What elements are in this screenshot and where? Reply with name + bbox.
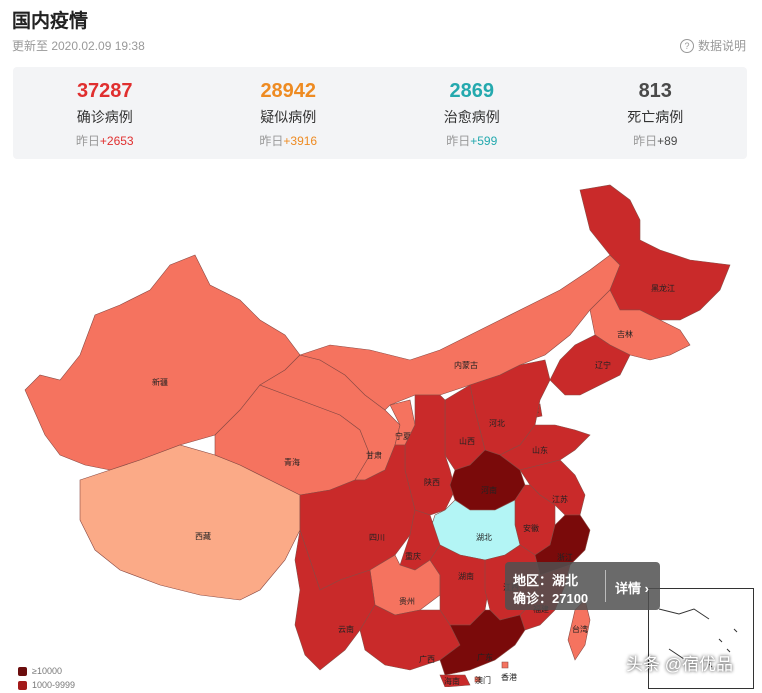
province-广东[interactable] bbox=[439, 609, 526, 676]
province-黑龙江[interactable] bbox=[579, 184, 731, 321]
province-label: 重庆 bbox=[405, 551, 421, 561]
province-label: 四川 bbox=[369, 533, 385, 542]
province-label: 江苏 bbox=[552, 494, 568, 504]
province-label: 澳门 bbox=[475, 675, 491, 685]
stat-dead: 813 死亡病例 昨日+89 bbox=[564, 67, 748, 159]
update-time: 更新至 2020.02.09 19:38 bbox=[12, 39, 145, 53]
stat-value: 2869 bbox=[449, 80, 495, 102]
stat-cured: 2869 治愈病例 昨日+599 bbox=[380, 67, 564, 159]
province-label: 海南 bbox=[444, 676, 460, 686]
page-title: 国内疫情 bbox=[12, 11, 89, 32]
stat-value: 37287 bbox=[76, 80, 133, 102]
stat-yesterday: 昨日+89 bbox=[564, 132, 748, 149]
question-icon: ? bbox=[679, 38, 694, 53]
yesterday-label: 昨日 bbox=[446, 134, 471, 148]
stat-yesterday: 昨日+2653 bbox=[13, 132, 197, 149]
province-label: 西藏 bbox=[195, 531, 211, 541]
province-label: 内蒙古 bbox=[454, 360, 478, 370]
data-explain-label: 数据说明 bbox=[697, 39, 746, 53]
stat-label: 死亡病例 bbox=[627, 109, 684, 125]
legend-label: 1000-9999 bbox=[32, 680, 76, 690]
province-辽宁[interactable] bbox=[549, 334, 631, 396]
province-label: 湖北 bbox=[476, 533, 492, 542]
region-tooltip: 地区：湖北 确诊：27100 详情 › bbox=[505, 562, 660, 610]
stat-label: 确诊病例 bbox=[76, 109, 133, 125]
south-china-sea-inset bbox=[648, 588, 754, 689]
stat-delta: +2653 bbox=[99, 134, 134, 148]
province-香港[interactable] bbox=[501, 661, 509, 669]
legend-swatch bbox=[18, 680, 27, 690]
stat-delta: +3916 bbox=[283, 134, 318, 148]
data-explain-link[interactable]: ? 数据说明 bbox=[679, 37, 746, 54]
province-label: 浙江 bbox=[557, 552, 573, 562]
stat-yesterday: 昨日+599 bbox=[380, 132, 564, 149]
stat-yesterday: 昨日+3916 bbox=[197, 132, 381, 149]
tooltip-region: 地区：湖北 bbox=[513, 573, 579, 588]
tooltip-confirmed: 确诊：27100 bbox=[513, 591, 589, 606]
province-云南[interactable] bbox=[294, 529, 376, 671]
islands-icon bbox=[658, 608, 738, 668]
china-map[interactable]: 新疆西藏青海甘肃宁夏内蒙古黑龙江吉林辽宁北京天津河北山西陕西山东河南江苏安徽湖北… bbox=[0, 170, 762, 687]
province-label: 青海 bbox=[284, 457, 300, 467]
stat-confirmed: 37287 确诊病例 昨日+2653 bbox=[13, 67, 197, 159]
yesterday-label: 昨日 bbox=[633, 134, 658, 148]
province-label: 湖南 bbox=[458, 571, 474, 581]
province-西藏[interactable] bbox=[79, 444, 301, 601]
stat-value: 813 bbox=[638, 80, 672, 102]
yesterday-label: 昨日 bbox=[75, 134, 100, 148]
province-label: 吉林 bbox=[617, 329, 633, 339]
map-legend: ≥10000 1000-9999 bbox=[18, 664, 75, 692]
province-label: 宁夏 bbox=[395, 431, 411, 441]
legend-item[interactable]: ≥10000 bbox=[18, 664, 75, 678]
province-label: 黑龙江 bbox=[651, 283, 675, 293]
province-海南[interactable] bbox=[439, 674, 471, 687]
stat-delta: +89 bbox=[657, 134, 678, 148]
tooltip-divider bbox=[605, 570, 606, 602]
province-澳门[interactable] bbox=[474, 676, 481, 683]
legend-label: ≥10000 bbox=[32, 666, 62, 676]
yesterday-label: 昨日 bbox=[259, 134, 284, 148]
province-label: 安徽 bbox=[523, 523, 539, 533]
province-label: 山东 bbox=[532, 445, 548, 455]
detail-button[interactable]: 详情 › bbox=[615, 581, 649, 596]
province-label: 香港 bbox=[501, 672, 517, 682]
watermark: 头条 @宿优品 bbox=[626, 655, 733, 674]
legend-swatch bbox=[18, 666, 27, 676]
province-label: 新疆 bbox=[152, 377, 168, 387]
province-label: 台湾 bbox=[572, 624, 588, 634]
province-label: 河北 bbox=[489, 418, 505, 428]
province-label: 辽宁 bbox=[595, 360, 611, 370]
stat-label: 疑似病例 bbox=[260, 109, 317, 125]
province-label: 陕西 bbox=[424, 477, 440, 487]
province-label: 广东 bbox=[477, 652, 493, 662]
legend-item[interactable]: 1000-9999 bbox=[18, 678, 75, 692]
stats-panel: 37287 确诊病例 昨日+2653 28942 疑似病例 昨日+3916 28… bbox=[13, 67, 747, 159]
stat-suspected: 28942 疑似病例 昨日+3916 bbox=[197, 67, 381, 159]
province-label: 山西 bbox=[459, 436, 475, 446]
stat-label: 治愈病例 bbox=[443, 109, 500, 125]
stat-value: 28942 bbox=[260, 80, 317, 102]
province-label: 河南 bbox=[481, 485, 497, 495]
province-label: 贵州 bbox=[399, 596, 415, 606]
province-layer[interactable]: 新疆西藏青海甘肃宁夏内蒙古黑龙江吉林辽宁北京天津河北山西陕西山东河南江苏安徽湖北… bbox=[24, 184, 731, 687]
province-label: 甘肃 bbox=[366, 450, 382, 460]
province-label: 广西 bbox=[419, 654, 435, 664]
stat-delta: +599 bbox=[470, 134, 498, 148]
province-label: 云南 bbox=[338, 624, 354, 634]
